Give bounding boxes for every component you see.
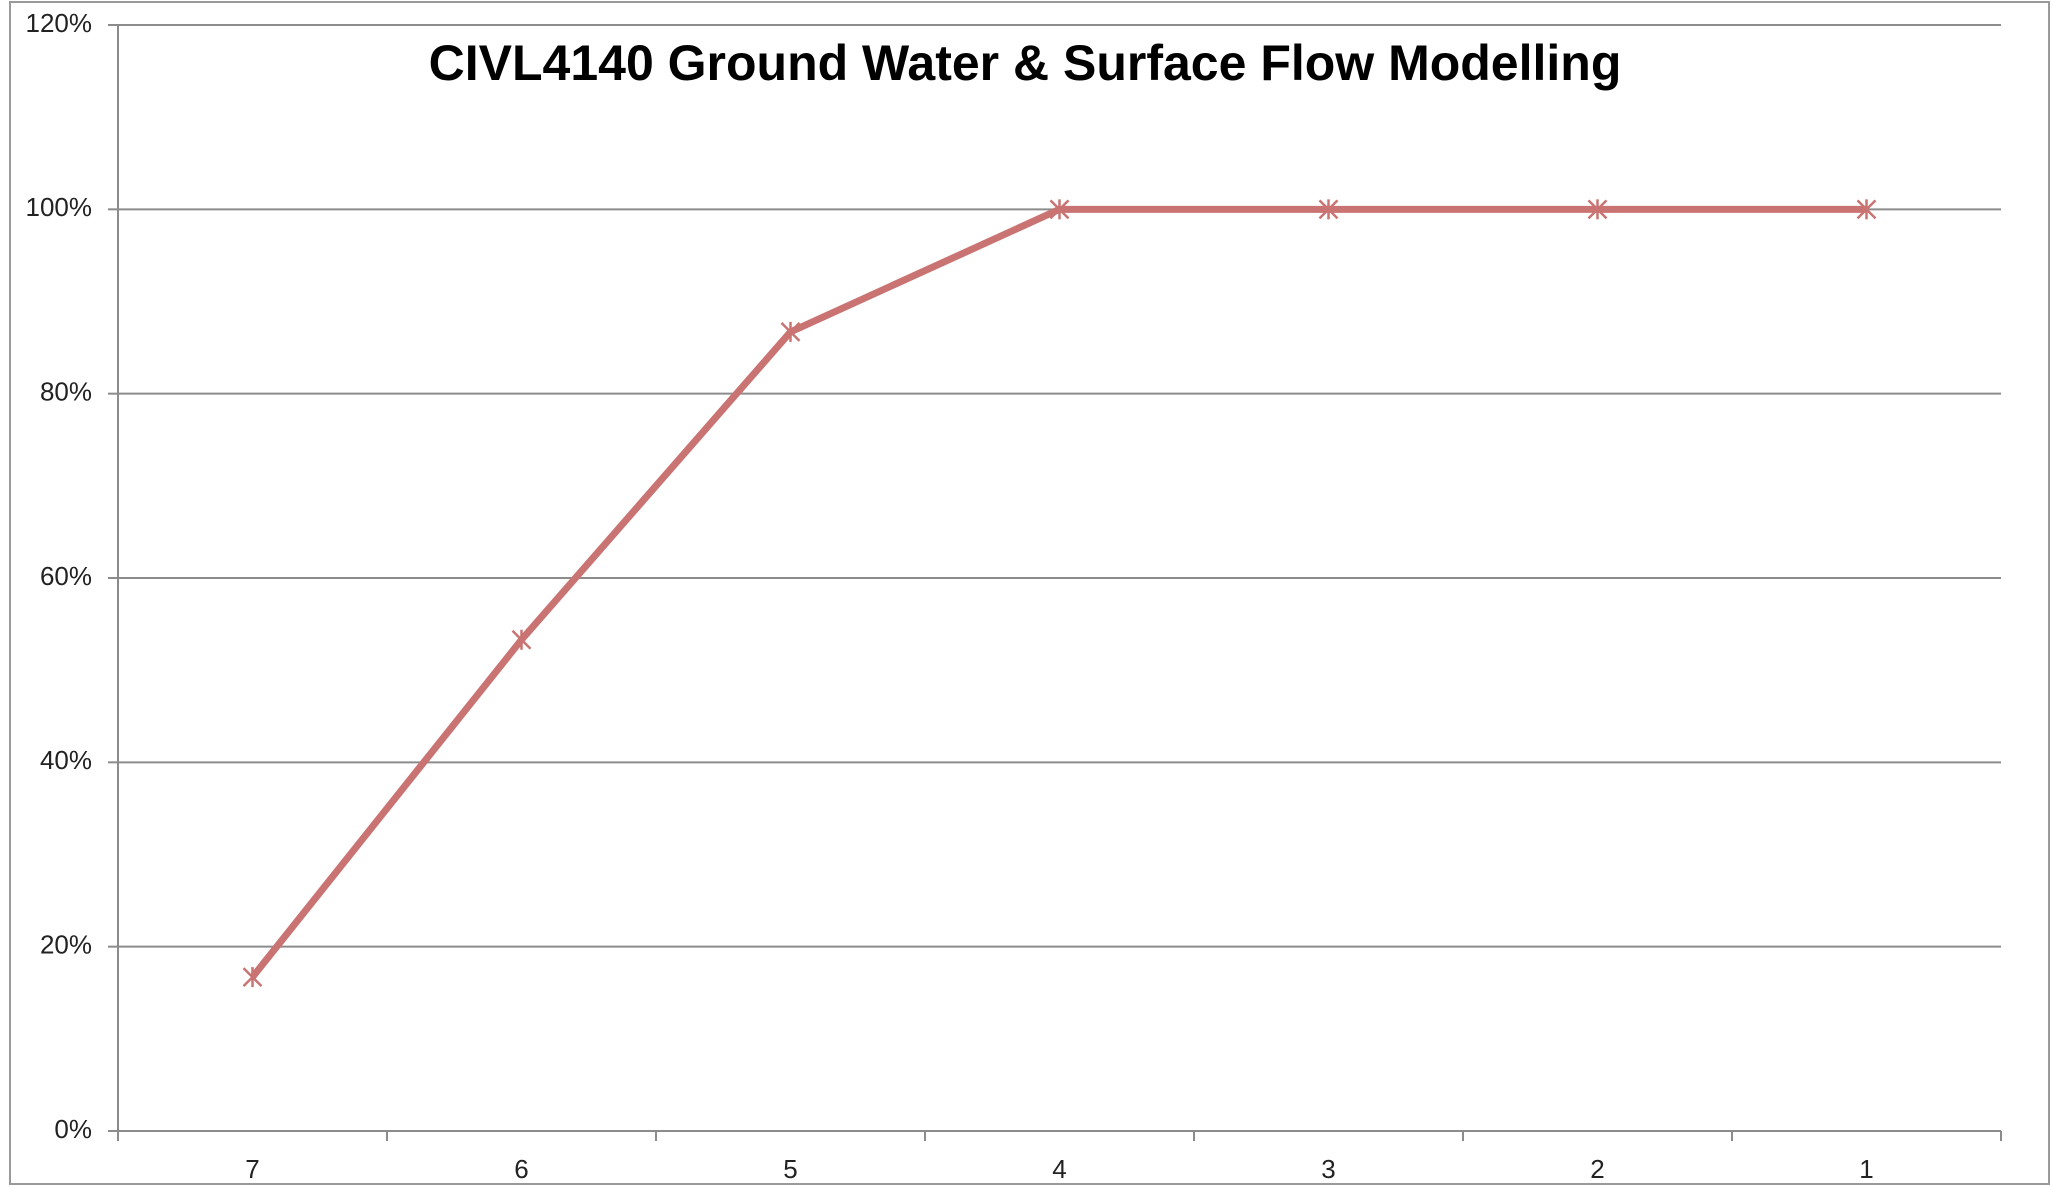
x-tick-label: 1 (1859, 1154, 1873, 1184)
y-tick-label: 100% (26, 192, 93, 222)
x-tick-label: 3 (1321, 1154, 1335, 1184)
data-marker (1049, 199, 1070, 220)
data-marker (511, 629, 532, 650)
data-marker (1318, 199, 1339, 220)
x-tick-label: 6 (514, 1154, 528, 1184)
data-marker (1856, 199, 1877, 220)
series-line (249, 205, 1867, 980)
data-marker (242, 967, 263, 988)
x-tick-label: 5 (783, 1154, 797, 1184)
y-tick-label: 60% (40, 561, 92, 591)
x-tick-label: 2 (1590, 1154, 1604, 1184)
y-tick-label: 120% (26, 8, 93, 38)
x-tick-label: 4 (1052, 1154, 1066, 1184)
y-tick-label: 80% (40, 377, 92, 407)
y-tick-label: 0% (54, 1114, 92, 1144)
data-marker (780, 321, 801, 342)
chart-border (9, 1, 2050, 1185)
data-marker (1587, 199, 1608, 220)
x-tick-label: 7 (245, 1154, 259, 1184)
y-tick-label: 20% (40, 930, 92, 960)
chart-title: CIVL4140 Ground Water & Surface Flow Mod… (429, 35, 1622, 91)
y-tick-label: 40% (40, 745, 92, 775)
